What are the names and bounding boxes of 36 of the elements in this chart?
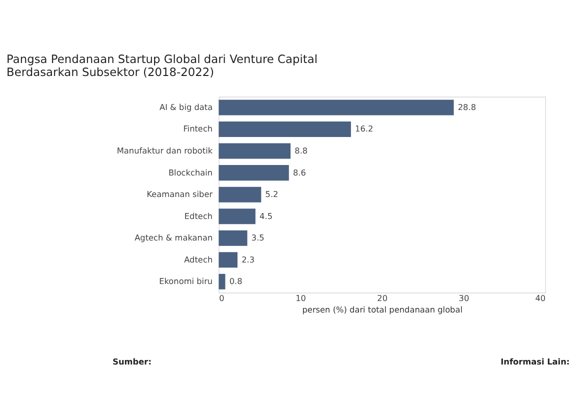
y-tick-label: Edtech <box>184 210 213 221</box>
bar <box>218 252 238 268</box>
text: Informasi Lain: <box>500 356 570 366</box>
data-label: 8.6 <box>293 167 306 178</box>
y-tick-label: Manufaktur dan robotik <box>116 145 213 156</box>
y-tick-label: AI & big data <box>159 102 213 112</box>
data-label: 5.2 <box>265 189 278 200</box>
x-tick-label: 10 <box>296 293 306 304</box>
y-tick-label: Adtech <box>184 254 213 264</box>
y-tick-label: Keamanan siber <box>146 189 214 200</box>
data-label: 0.8 <box>229 276 242 286</box>
y-tick-label: Fintech <box>183 124 213 134</box>
x-tick-label: 30 <box>458 293 470 304</box>
bar <box>218 122 351 138</box>
bar <box>218 274 226 290</box>
data-label: 4.5 <box>260 210 273 221</box>
bar <box>218 143 291 159</box>
x-tick-label: 20 <box>377 293 388 304</box>
x-tick-label: 0 <box>219 293 224 304</box>
data-label: 16.2 <box>355 124 374 134</box>
data-label: 8.8 <box>294 145 308 156</box>
x-axis-title: persen (%) dari total pendanaan global <box>302 304 462 315</box>
y-tick-label: Blockchain <box>168 167 213 178</box>
y-tick-label: Ekonomi biru <box>159 276 213 286</box>
chart-title: Pangsa Pendanaan Startup Global dari Venture Capital Berdasarkan Subsektor (2018-2022) <box>6 52 318 80</box>
bar <box>218 230 248 246</box>
y-tick-label: Agtech & makanan <box>134 232 213 243</box>
data-label: 28.8 <box>458 102 476 112</box>
bar <box>218 208 256 224</box>
x-tick-label: 40 <box>535 293 546 304</box>
text: Sumber: <box>112 356 152 366</box>
bar <box>218 186 262 202</box>
bar <box>218 100 454 116</box>
data-label: 3.5 <box>251 232 264 243</box>
data-label: 2.3 <box>242 254 255 264</box>
bar <box>218 165 289 181</box>
